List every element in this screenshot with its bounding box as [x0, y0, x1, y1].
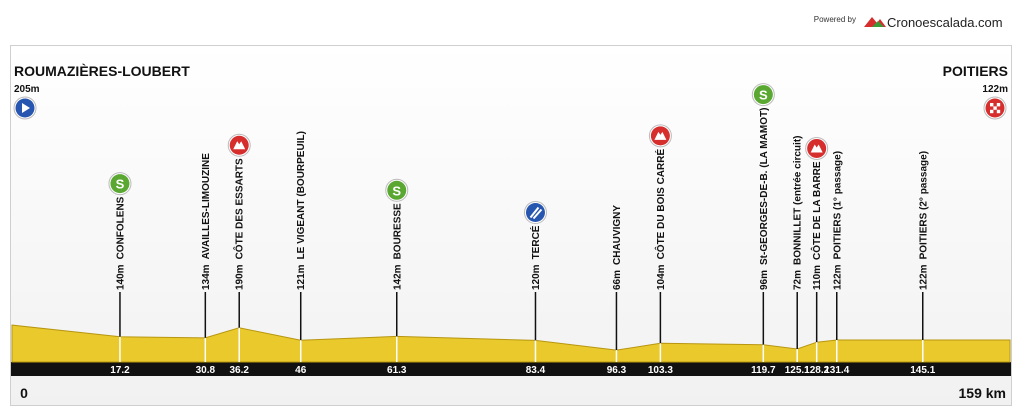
- km-label: 96.3: [607, 365, 627, 376]
- waypoint-label: 72m BONNILLET (entrée circuit): [793, 136, 804, 290]
- waypoint-label: 140m CONFOLENS: [115, 196, 126, 290]
- waypoint-altitude: 134m: [201, 264, 212, 290]
- x-tick-label: 159 km: [959, 385, 1006, 401]
- km-label: 131.4: [824, 365, 849, 376]
- sprint-icon: S: [108, 172, 132, 196]
- waypoint-label: 110m CÔTE DE LA BARRE: [810, 161, 823, 290]
- waypoint-name: POITIERS (1° passage): [832, 151, 843, 259]
- feed-icon: [523, 201, 547, 225]
- waypoint-label: 120m TERCÉ: [529, 225, 542, 290]
- km-label: 30.8: [196, 365, 216, 376]
- waypoint-label: 142m BOURESSE: [392, 203, 403, 290]
- waypoint-name: BONNILLET (entrée circuit): [793, 136, 804, 265]
- waypoint-altitude: 122m: [832, 264, 843, 290]
- waypoint-name: LE VIGEANT (BOURPEUIL): [296, 131, 307, 259]
- waypoint-name: CONFOLENS: [115, 196, 126, 259]
- icon-glyph: [233, 141, 246, 150]
- waypoint-altitude: 190m: [235, 264, 246, 290]
- waypoint-name: AVAILLES-LIMOUZINE: [201, 153, 212, 260]
- start-altitude: 205m: [14, 84, 40, 95]
- icon-fill: [387, 180, 407, 200]
- sprint-icon: S: [751, 83, 775, 107]
- powered-by: Powered by: [814, 15, 856, 24]
- waypoint-altitude: 122m: [918, 264, 929, 290]
- brand: Cronoescalada.com: [887, 15, 1003, 30]
- waypoint-name: CÔTE DES ESSARTS: [233, 158, 246, 259]
- icon-glyph: [990, 103, 994, 107]
- profile-area: [11, 324, 1011, 363]
- start-name: ROUMAZIÈRES-LOUBERT: [14, 63, 190, 79]
- icon-glyph: [532, 208, 543, 220]
- icon-glyph: [810, 144, 823, 153]
- km-label: 125.1: [785, 365, 810, 376]
- km-label: 128.2: [804, 365, 829, 376]
- waypoint-label: 104m CÔTE DU BOIS CARRÉ: [654, 149, 667, 290]
- icon-glyph: [22, 103, 30, 113]
- waypoint-altitude: 96m: [759, 270, 770, 290]
- climb-icon: [648, 124, 672, 148]
- waypoint-label: 122m POITIERS (1° passage): [832, 151, 843, 290]
- icon-glyph: [529, 206, 540, 219]
- waypoint-altitude: 142m: [392, 264, 403, 290]
- waypoint-name: POITIERS (2° passage): [918, 151, 929, 259]
- start-icon: [13, 96, 37, 120]
- climb-icon: [805, 136, 829, 160]
- icon-glyph: [990, 109, 994, 114]
- sprint-icon: S: [385, 178, 409, 202]
- icon-glyph: [993, 106, 997, 110]
- km-bar: [11, 362, 1011, 376]
- km-label: 83.4: [526, 365, 546, 376]
- waypoint-label: 134m AVAILLES-LIMOUZINE: [201, 153, 212, 290]
- waypoint-name: TERCÉ: [529, 225, 542, 259]
- icon-fill: [110, 174, 130, 194]
- icon-label: S: [759, 88, 768, 103]
- waypoint-altitude: 110m: [812, 265, 823, 290]
- waypoint-name: St-GEORGES-DE-B. (LA MAMOT): [759, 108, 770, 265]
- km-label: 17.2: [110, 365, 130, 376]
- icon-label: S: [116, 177, 125, 192]
- finish-name: POITIERS: [943, 63, 1008, 79]
- waypoint-altitude: 66m: [612, 270, 623, 290]
- brand-logo: [872, 21, 884, 27]
- waypoint-name: CÔTE DE LA BARRE: [810, 161, 823, 260]
- icon-glyph: [996, 103, 1001, 107]
- waypoint-name: BOURESSE: [392, 203, 403, 259]
- waypoint-label: 121m LE VIGEANT (BOURPEUIL): [296, 131, 307, 290]
- climb-icon: [227, 133, 251, 157]
- waypoint-label: 190m CÔTE DES ESSARTS: [233, 158, 246, 290]
- finish-icon: [983, 96, 1007, 120]
- waypoint-label: 122m POITIERS (2° passage): [918, 151, 929, 290]
- icon-fill: [753, 85, 773, 105]
- km-label: 145.1: [910, 365, 935, 376]
- finish-altitude: 122m: [982, 84, 1008, 95]
- waypoint-altitude: 140m: [115, 264, 126, 290]
- km-label: 61.3: [387, 365, 407, 376]
- waypoint-altitude: 120m: [531, 264, 542, 290]
- km-label: 36.2: [229, 365, 249, 376]
- km-label: 46: [295, 365, 307, 376]
- waypoint-altitude: 104m: [656, 264, 667, 290]
- km-label: 119.7: [751, 365, 776, 376]
- km-label: 103.3: [648, 365, 673, 376]
- icon-glyph: [654, 131, 667, 140]
- icon-glyph: [996, 109, 1001, 114]
- waypoint-name: CHAUVIGNY: [612, 205, 623, 265]
- waypoint-altitude: 121m: [296, 264, 307, 290]
- waypoint-label: 96m St-GEORGES-DE-B. (LA MAMOT): [759, 108, 770, 290]
- waypoint-name: CÔTE DU BOIS CARRÉ: [654, 149, 667, 260]
- waypoint-altitude: 72m: [793, 270, 804, 290]
- waypoint-label: 66m CHAUVIGNY: [612, 205, 623, 290]
- icon-label: S: [392, 183, 401, 198]
- x-tick-label: 0: [20, 385, 28, 401]
